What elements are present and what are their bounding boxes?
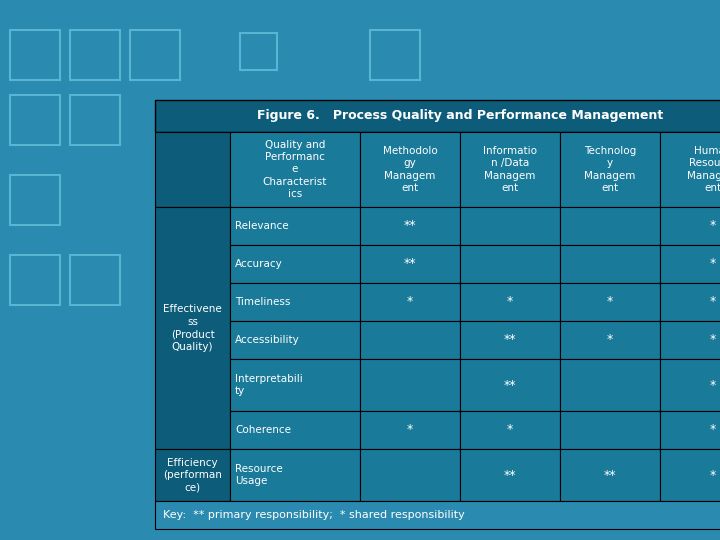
Text: *: * [407,423,413,436]
Text: *: * [709,219,716,233]
Bar [230,207,360,245]
Text: Informatio
n /Data
Managem
ent: Informatio n /Data Managem ent [483,146,537,193]
Bar [460,283,560,321]
Bar [360,245,460,283]
Text: *: * [607,334,613,347]
Bar [660,449,720,501]
Text: Methodolo
gy
Managem
ent: Methodolo gy Managem ent [382,146,437,193]
Bar [240,33,277,70]
Bar [360,132,460,207]
Text: Timeliness: Timeliness [235,297,290,307]
Text: *: * [507,423,513,436]
Text: Human
Resource
Managem
ent: Human Resource Managem ent [687,146,720,193]
Text: *: * [709,258,716,271]
Text: Relevance: Relevance [235,221,289,231]
Bar [155,501,720,529]
Bar [560,411,660,449]
Bar [10,175,60,225]
Bar [70,255,120,305]
Text: Interpretabili
ty: Interpretabili ty [235,374,302,396]
Bar [360,321,460,359]
Text: **: ** [504,469,516,482]
Bar [660,411,720,449]
Bar [360,359,460,411]
Text: Effectivene
ss
(Product
Quality): Effectivene ss (Product Quality) [163,305,222,352]
Text: Resource
Usage: Resource Usage [235,464,283,486]
Bar [560,359,660,411]
Bar [230,359,360,411]
Bar [560,132,660,207]
Bar [155,449,230,501]
Bar [10,95,60,145]
Bar [230,321,360,359]
Bar [560,449,660,501]
Bar [560,207,660,245]
Text: **: ** [404,258,416,271]
Bar [360,283,460,321]
Text: **: ** [504,379,516,392]
Text: *: * [709,469,716,482]
Text: **: ** [504,334,516,347]
Bar [10,255,60,305]
Bar [460,132,560,207]
Text: Coherence: Coherence [235,425,291,435]
Bar [660,321,720,359]
Text: *: * [709,295,716,308]
Bar [460,411,560,449]
Bar [230,283,360,321]
Text: Accuracy: Accuracy [235,259,283,269]
Bar [155,207,230,449]
Text: **: ** [404,219,416,233]
Text: *: * [407,295,413,308]
Text: *: * [709,423,716,436]
Bar [230,245,360,283]
Bar [660,359,720,411]
Bar [155,132,230,207]
Text: Quality and
Performanc
e
Characterist
ics: Quality and Performanc e Characterist ic… [263,140,327,199]
Bar [460,321,560,359]
Bar [560,321,660,359]
Text: Figure 6.   Process Quality and Performance Management: Figure 6. Process Quality and Performanc… [257,110,663,123]
Text: *: * [507,295,513,308]
Text: *: * [709,379,716,392]
Text: **: ** [604,469,616,482]
Bar [460,449,560,501]
Bar [230,132,360,207]
Bar [360,207,460,245]
Bar [360,449,460,501]
Bar [560,283,660,321]
Bar [10,30,60,80]
Bar [70,30,120,80]
Text: *: * [709,334,716,347]
Bar [230,411,360,449]
Bar [460,359,560,411]
Text: Key:  ** primary responsibility;  * shared responsibility: Key: ** primary responsibility; * shared… [163,510,464,520]
Bar [460,207,560,245]
Text: Efficiency
(performan
ce): Efficiency (performan ce) [163,457,222,492]
Bar [660,132,720,207]
Bar [70,95,120,145]
Bar [155,100,720,132]
Bar [230,449,360,501]
Text: Accessibility: Accessibility [235,335,300,345]
Text: *: * [607,295,613,308]
Bar [660,207,720,245]
Bar [360,411,460,449]
Bar [460,245,560,283]
Bar [130,30,180,80]
Text: Technolog
y
Managem
ent: Technolog y Managem ent [584,146,636,193]
Bar [660,245,720,283]
Bar [560,245,660,283]
Bar [370,30,420,80]
Bar [660,283,720,321]
